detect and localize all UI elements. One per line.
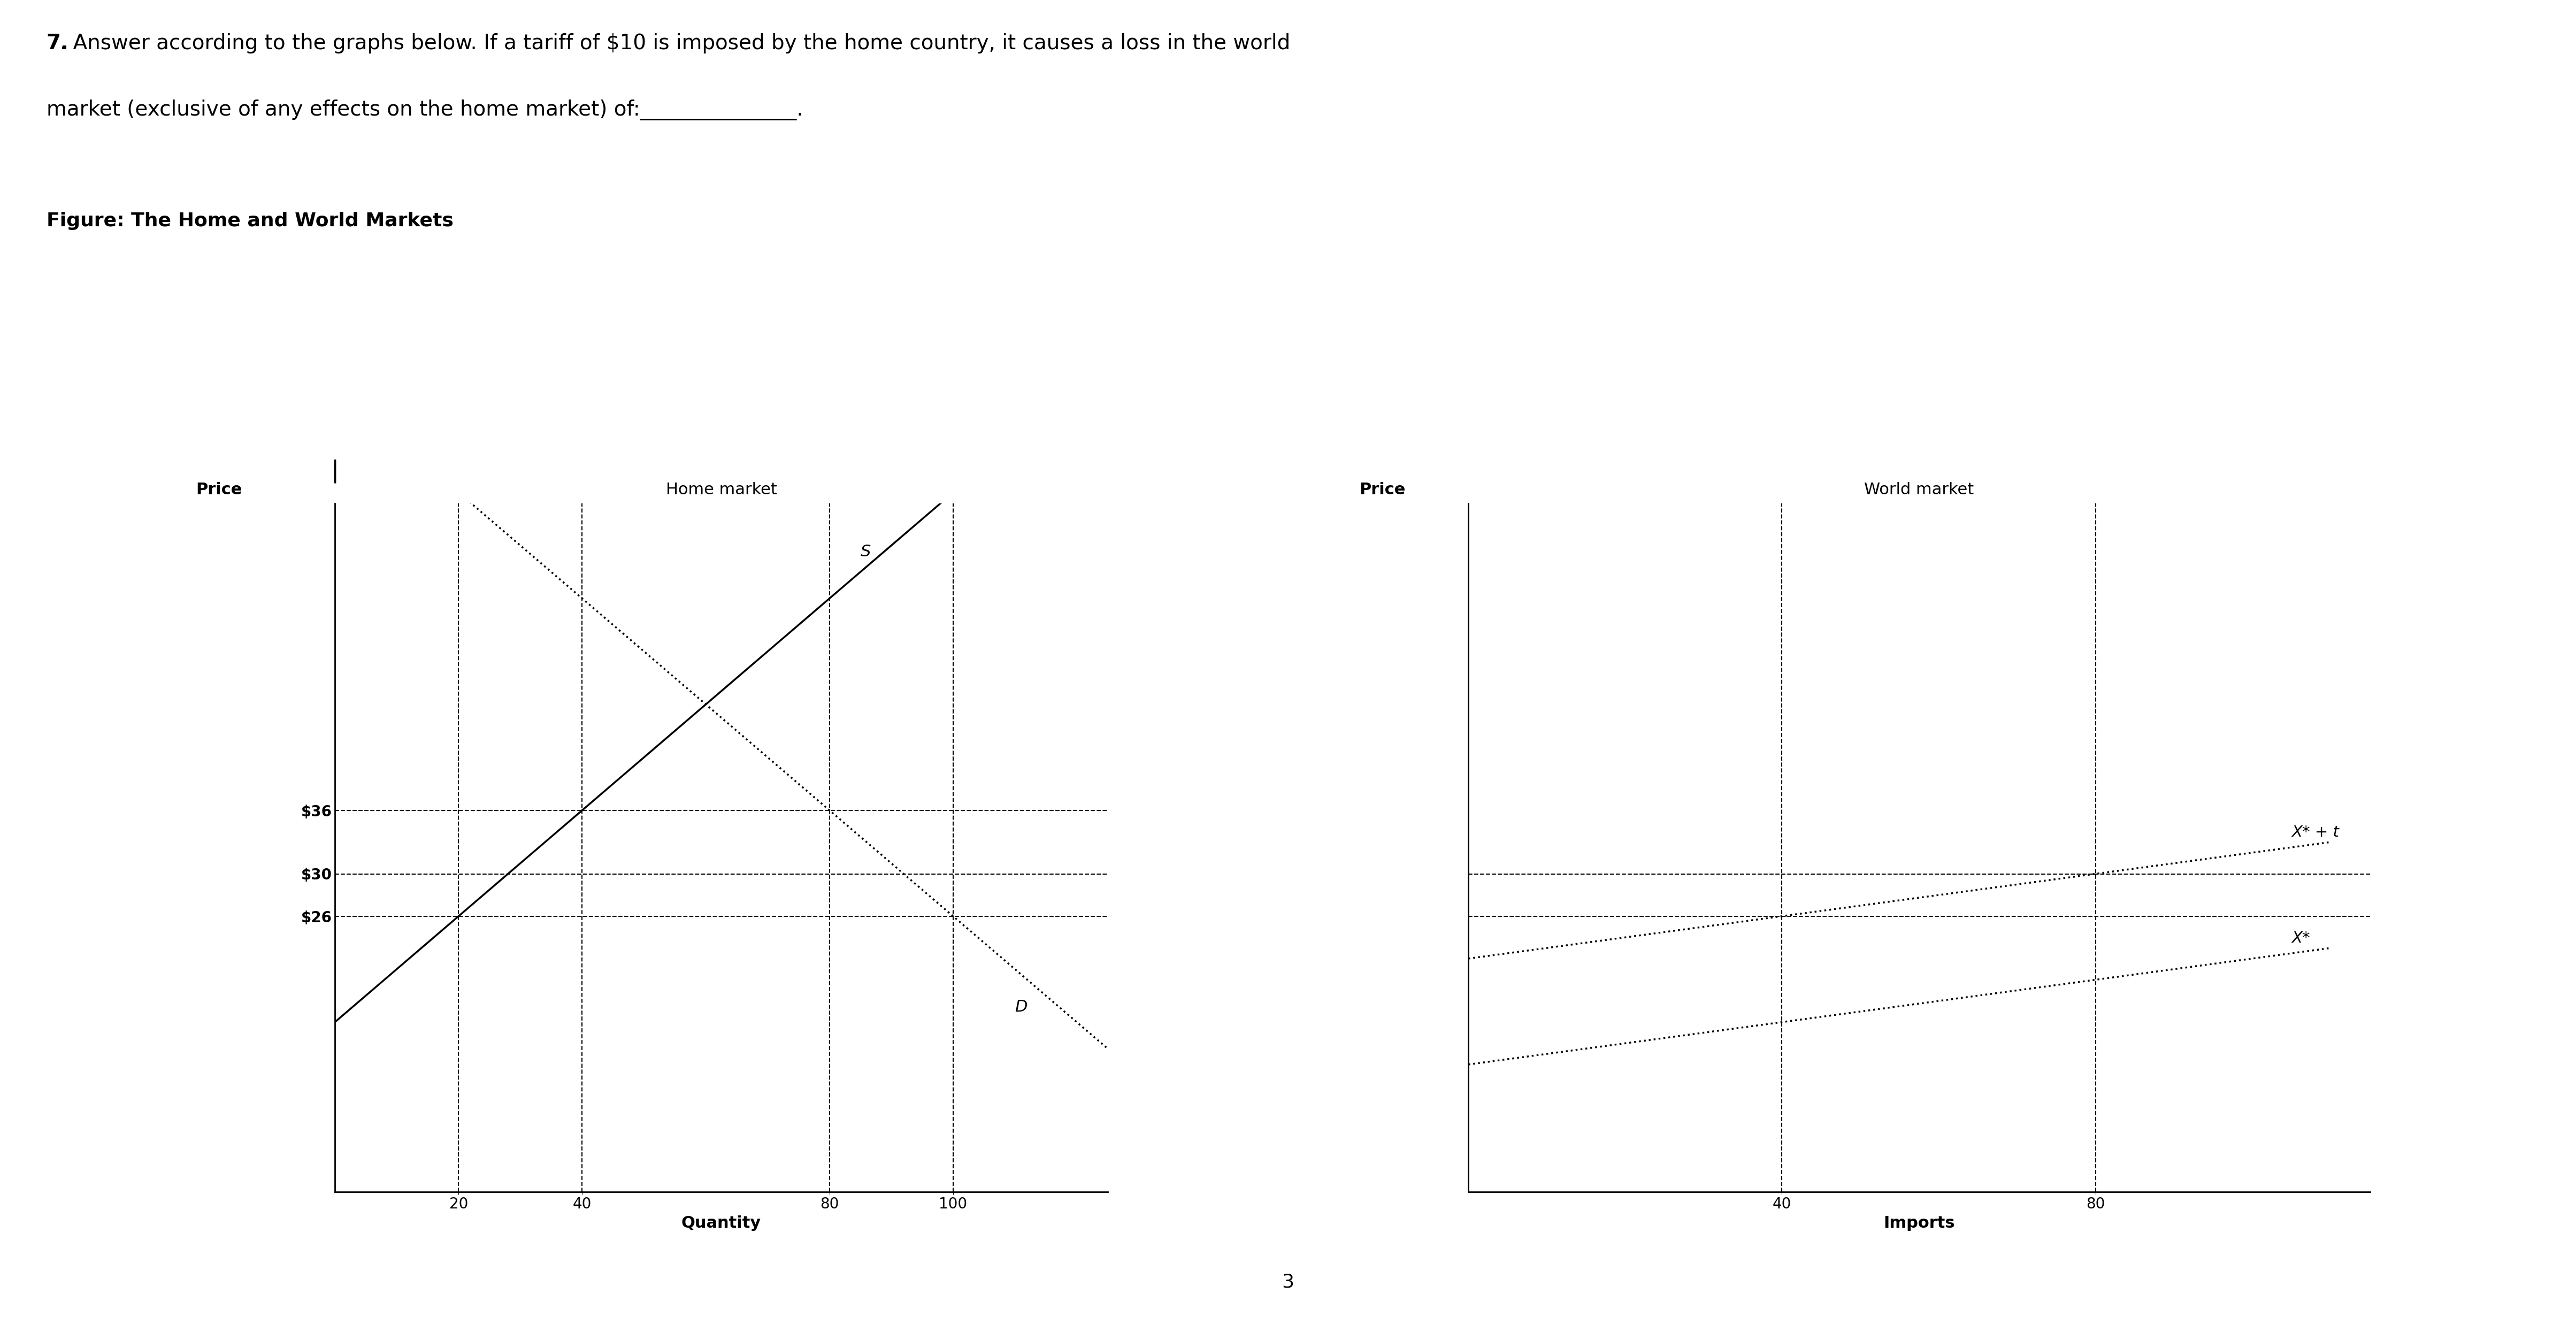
Text: X* + t: X* + t	[2293, 825, 2339, 839]
X-axis label: Quantity: Quantity	[683, 1215, 760, 1231]
Text: X*: X*	[2293, 931, 2311, 945]
Text: |: |	[330, 459, 340, 483]
Text: 7. Answer according to the graphs below. If a tariff of $10 is imposed by the ho: 7. Answer according to the graphs below.…	[46, 33, 1291, 53]
Text: market (exclusive of any effects on the home market) of:_______________.: market (exclusive of any effects on the …	[46, 99, 804, 120]
Text: Price: Price	[1360, 482, 1406, 498]
Text: Price: Price	[196, 482, 242, 498]
Title: Home market: Home market	[665, 482, 778, 498]
Text: D: D	[1015, 1000, 1028, 1014]
X-axis label: Imports: Imports	[1883, 1215, 1955, 1231]
Title: World market: World market	[1865, 482, 1973, 498]
Text: S: S	[860, 544, 871, 559]
Text: Figure: The Home and World Markets: Figure: The Home and World Markets	[46, 212, 453, 230]
Text: 3: 3	[1283, 1272, 1293, 1291]
Text: 7.: 7.	[46, 33, 70, 53]
